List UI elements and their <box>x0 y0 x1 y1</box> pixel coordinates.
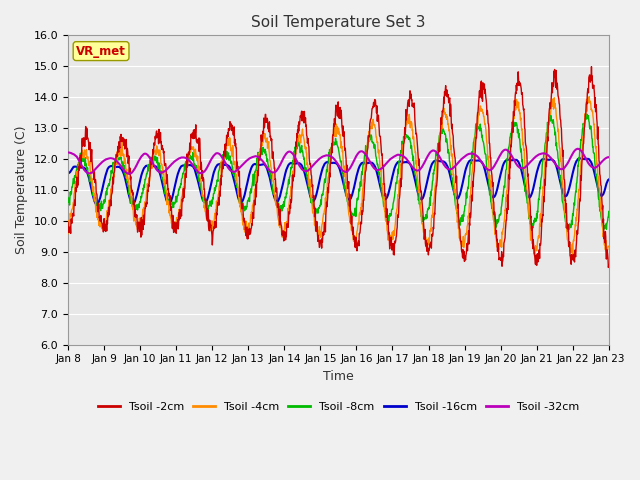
X-axis label: Time: Time <box>323 370 354 383</box>
Text: VR_met: VR_met <box>76 45 126 58</box>
Y-axis label: Soil Temperature (C): Soil Temperature (C) <box>15 126 28 254</box>
Title: Soil Temperature Set 3: Soil Temperature Set 3 <box>251 15 426 30</box>
Legend: Tsoil -2cm, Tsoil -4cm, Tsoil -8cm, Tsoil -16cm, Tsoil -32cm: Tsoil -2cm, Tsoil -4cm, Tsoil -8cm, Tsoi… <box>93 397 584 416</box>
